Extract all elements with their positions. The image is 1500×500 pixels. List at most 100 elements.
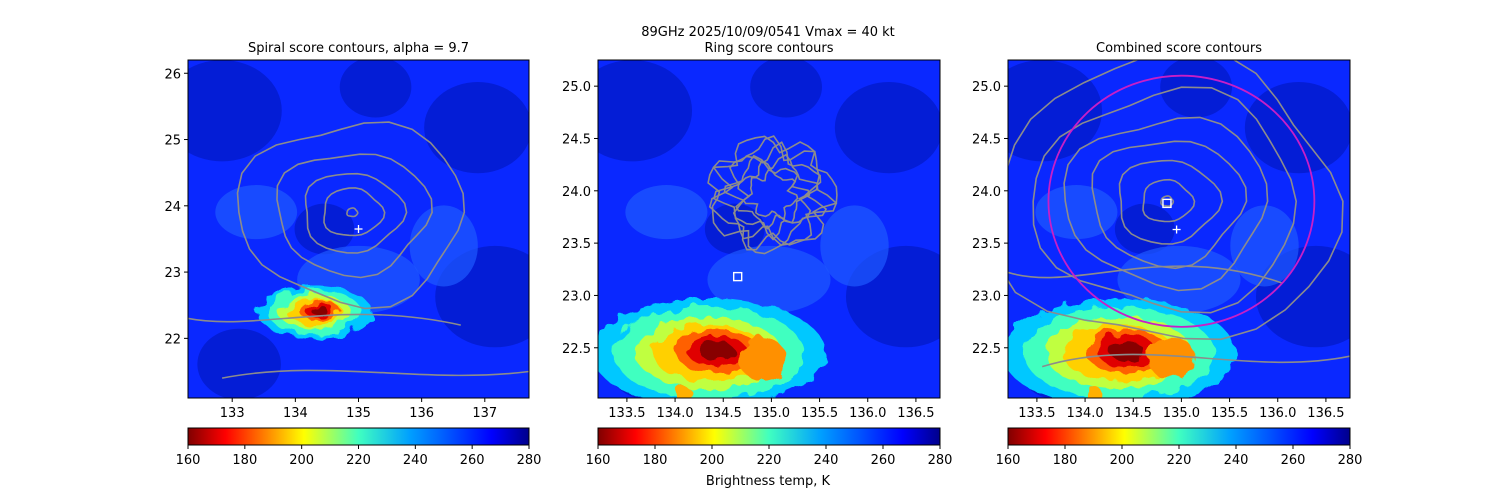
dark-region-5 (1114, 203, 1175, 255)
dark-region-4 (339, 60, 412, 118)
contour-3 (276, 153, 433, 279)
cold-cloud-blob (1008, 298, 1236, 398)
cold-cloud-blob (256, 285, 372, 338)
colorbar-gradient (187, 427, 530, 446)
contour-0 (1160, 195, 1175, 207)
cloud-spot (1086, 386, 1103, 398)
y-tick-label: 23.0 (972, 289, 1001, 304)
light-region-2 (820, 205, 889, 287)
panel-title: Combined score contours (1096, 41, 1262, 56)
colorbar-tick-label: 180 (1053, 453, 1078, 468)
panel-2: Ring score contours 133.5 134.0 134.5 135.0 1… (562, 41, 941, 421)
y-tick-label: 25.0 (972, 80, 1001, 95)
y-tick-label: 26 (164, 67, 181, 82)
ring-contour-0 (742, 168, 799, 220)
colorbar-tick-label: 160 (586, 453, 611, 468)
colorbar-2: 160 180 200 220 240 260 280 (586, 427, 953, 468)
x-tick-label: 133 (220, 406, 245, 421)
x-tick-label: 133.5 (608, 406, 645, 421)
score-contours (188, 121, 529, 379)
cloud-layer-6 (1109, 341, 1144, 361)
center-square-marker (1162, 198, 1172, 209)
center-plus-marker (354, 225, 363, 233)
dark-region-1 (834, 81, 940, 174)
colorbar-tick-label: 220 (757, 453, 782, 468)
center-plus-marker (1172, 225, 1181, 234)
light-region-1 (215, 185, 298, 240)
y-tick-label: 22 (164, 332, 181, 347)
light-region-1 (625, 185, 708, 240)
contour-1 (323, 187, 386, 237)
x-tick-label: 136.0 (849, 406, 886, 421)
y-tick-label: 24.0 (972, 185, 1001, 200)
colorbar-tick-label: 260 (460, 453, 485, 468)
colorbar-label: Brightness temp, K (706, 474, 831, 489)
x-tick-label: 135.5 (1211, 406, 1248, 421)
x-tick-label: 134.5 (1115, 406, 1152, 421)
colorbar-tick-label: 180 (232, 453, 257, 468)
x-tick-label: 134.0 (1066, 406, 1103, 421)
x-tick-label: 135.0 (753, 406, 790, 421)
dark-region-5 (294, 203, 355, 255)
ring-contour-2 (723, 153, 819, 241)
axes-frame (1007, 59, 1351, 399)
colorbar-3: 160 180 200 220 240 260 280 (996, 427, 1362, 468)
x-tick-label: 136.5 (897, 406, 934, 421)
x-tick-label: 134 (283, 406, 308, 421)
y-tick-label: 24.5 (972, 132, 1001, 147)
dark-region-3 (197, 328, 281, 398)
colorbar-tick-label: 280 (928, 453, 953, 468)
dark-region-4 (1160, 60, 1232, 118)
colorbar-tick-label: 240 (814, 453, 839, 468)
cloud-layer-6 (699, 341, 734, 361)
colorbar-tick-label: 200 (700, 453, 725, 468)
colorbar-tick-label: 180 (643, 453, 668, 468)
contour-1 (1142, 178, 1196, 223)
x-tick-label: 135.5 (801, 406, 838, 421)
colorbar-tick-label: 260 (871, 453, 896, 468)
y-tick-label: 22.5 (562, 342, 591, 357)
colorbar-gradient (597, 427, 941, 446)
score-contours (1008, 60, 1350, 368)
contour-bottom (1041, 353, 1350, 368)
y-tick-label: 25 (164, 134, 181, 149)
brightness-temp-image (188, 60, 529, 398)
colorbar-tick-label: 220 (346, 453, 371, 468)
x-tick-label: 135 (346, 406, 371, 421)
y-tick-label: 23.5 (562, 237, 591, 252)
y-tick-label: 23.0 (562, 289, 591, 304)
contour-2 (304, 172, 408, 254)
figure-suptitle: 89GHz 2025/10/09/0541 Vmax = 40 kt (641, 25, 895, 40)
colorbar-gradient (1007, 427, 1351, 446)
y-tick-label: 23.5 (972, 237, 1001, 252)
contour-4 (1063, 116, 1269, 292)
x-tick-label: 134.0 (656, 406, 693, 421)
cold-cloud-blob (598, 298, 826, 398)
brightness-temp-image (1008, 60, 1350, 398)
y-tick-label: 23 (164, 266, 181, 281)
y-tick-label: 24.0 (562, 185, 591, 200)
brightness-temp-image (598, 60, 940, 398)
x-tick-label: 137 (472, 406, 497, 421)
colorbar-tick-label: 260 (1281, 453, 1306, 468)
cloud-layer-6 (310, 305, 328, 316)
contour-0 (346, 207, 359, 218)
axes-frame (597, 59, 941, 399)
colorbar-tick-label: 240 (1224, 453, 1249, 468)
colorbar-tick-label: 220 (1167, 453, 1192, 468)
light-region-2 (409, 205, 478, 287)
x-tick-label: 136 (409, 406, 434, 421)
x-tick-label: 133.5 (1018, 406, 1055, 421)
panel-title: Ring score contours (704, 41, 833, 56)
panel-title: Spiral score contours, alpha = 9.7 (248, 41, 469, 56)
light-region-2 (1230, 205, 1299, 287)
colorbar-tick-label: 200 (289, 453, 314, 468)
dark-region-1 (1244, 81, 1350, 174)
contour-south (188, 313, 461, 326)
colorbar-tick-label: 200 (1110, 453, 1135, 468)
x-tick-label: 136.5 (1307, 406, 1344, 421)
cloud-spot (676, 386, 693, 398)
colorbar-tick-label: 160 (176, 453, 201, 468)
x-tick-label: 136.0 (1259, 406, 1296, 421)
dark-region-4 (750, 60, 822, 118)
